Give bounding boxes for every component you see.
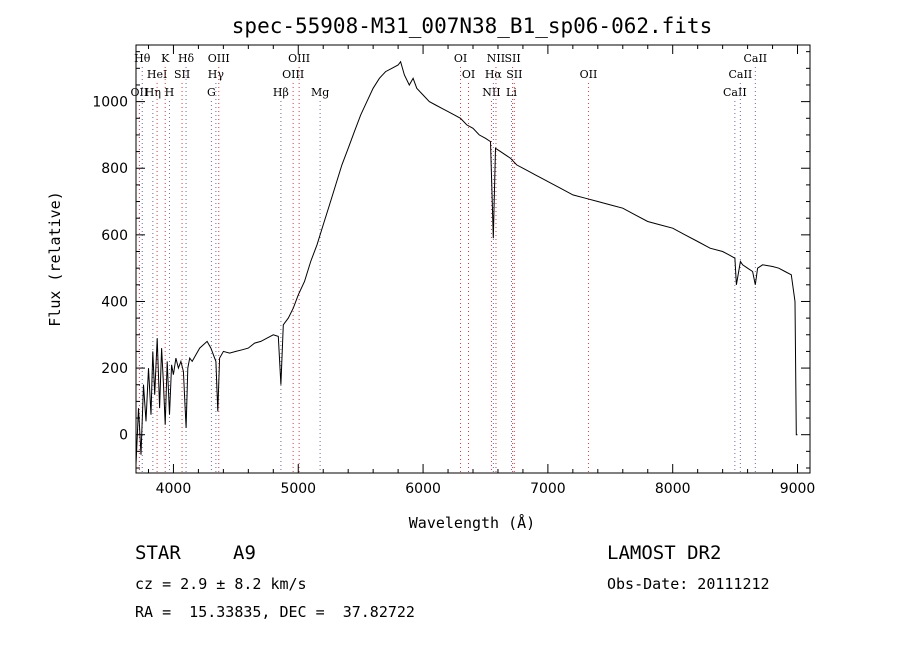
redshift-cz: cz = 2.9 ± 8.2 km/s: [135, 575, 307, 593]
x-tick-label: 7000: [530, 481, 566, 497]
emission-line-label: OI: [454, 52, 467, 65]
emission-line-label: OIII: [208, 52, 230, 65]
emission-line-label: SII: [504, 52, 520, 65]
emission-line-label: HeI: [147, 68, 167, 81]
x-tick-label: 8000: [655, 481, 691, 497]
survey-name: LAMOST DR2: [607, 542, 722, 564]
emission-line-label: OI: [462, 68, 475, 81]
absorption-line-label: Mg: [311, 86, 329, 99]
chart-title: spec-55908-M31_007N38_B1_sp06-062.fits: [232, 14, 712, 38]
absorption-line-label: Hδ: [178, 52, 195, 65]
emission-line-label: K: [161, 52, 170, 65]
absorption-line-label: Hη: [145, 86, 161, 99]
emission-line-label: OII: [580, 68, 598, 81]
observation-date: Obs-Date: 20111212: [607, 575, 770, 593]
x-tick-label: 6000: [405, 481, 441, 497]
emission-line-label: NII: [487, 52, 505, 65]
coordinates-ra-dec: RA = 15.33835, DEC = 37.82722: [135, 603, 415, 621]
absorption-line-label: Hβ: [273, 86, 289, 99]
y-tick-label: 1000: [92, 95, 128, 111]
object-class: STAR: [135, 542, 181, 564]
y-tick-label: 600: [101, 228, 128, 244]
emission-line-label: OIII: [282, 68, 304, 81]
absorption-line-label: CaII: [729, 68, 753, 81]
spectrum-chart: spec-55908-M31_007N38_B1_sp06-062.fits O…: [46, 14, 815, 532]
absorption-line-label: Hα: [485, 68, 503, 81]
object-subclass: A9: [233, 542, 256, 564]
plot-frame: [135, 44, 811, 474]
y-tick-label: 400: [101, 294, 128, 310]
y-axis-label: Flux (relative): [46, 191, 64, 326]
x-tick-label: 4000: [156, 481, 192, 497]
emission-line-label: SII: [506, 68, 522, 81]
y-tick-label: 200: [101, 361, 128, 377]
emission-line-label: OIII: [288, 52, 310, 65]
absorption-line-label: Li: [506, 86, 517, 99]
y-tick-label: 0: [119, 428, 128, 444]
absorption-line-label: Hθ: [134, 52, 151, 65]
axis-ticks: 4000 5000 6000 7000 8000 9000 0 200 400 600 800 100…: [92, 45, 815, 497]
x-axis-label: Wavelength (Å): [409, 513, 535, 532]
emission-line-label: OII: [131, 86, 149, 99]
absorption-line-label: H: [165, 86, 175, 99]
emission-line-label: NII: [482, 86, 500, 99]
y-tick-label: 800: [101, 161, 128, 177]
absorption-line-label: G: [207, 86, 216, 99]
spectrum-series-line: [135, 60, 798, 465]
absorption-line-label: CaII: [723, 86, 747, 99]
absorption-line-label: CaII: [743, 52, 767, 65]
emission-line-label: SII: [174, 68, 190, 81]
x-tick-label: 5000: [280, 481, 316, 497]
absorption-line-label: Hγ: [208, 68, 225, 81]
x-tick-label: 9000: [780, 481, 816, 497]
